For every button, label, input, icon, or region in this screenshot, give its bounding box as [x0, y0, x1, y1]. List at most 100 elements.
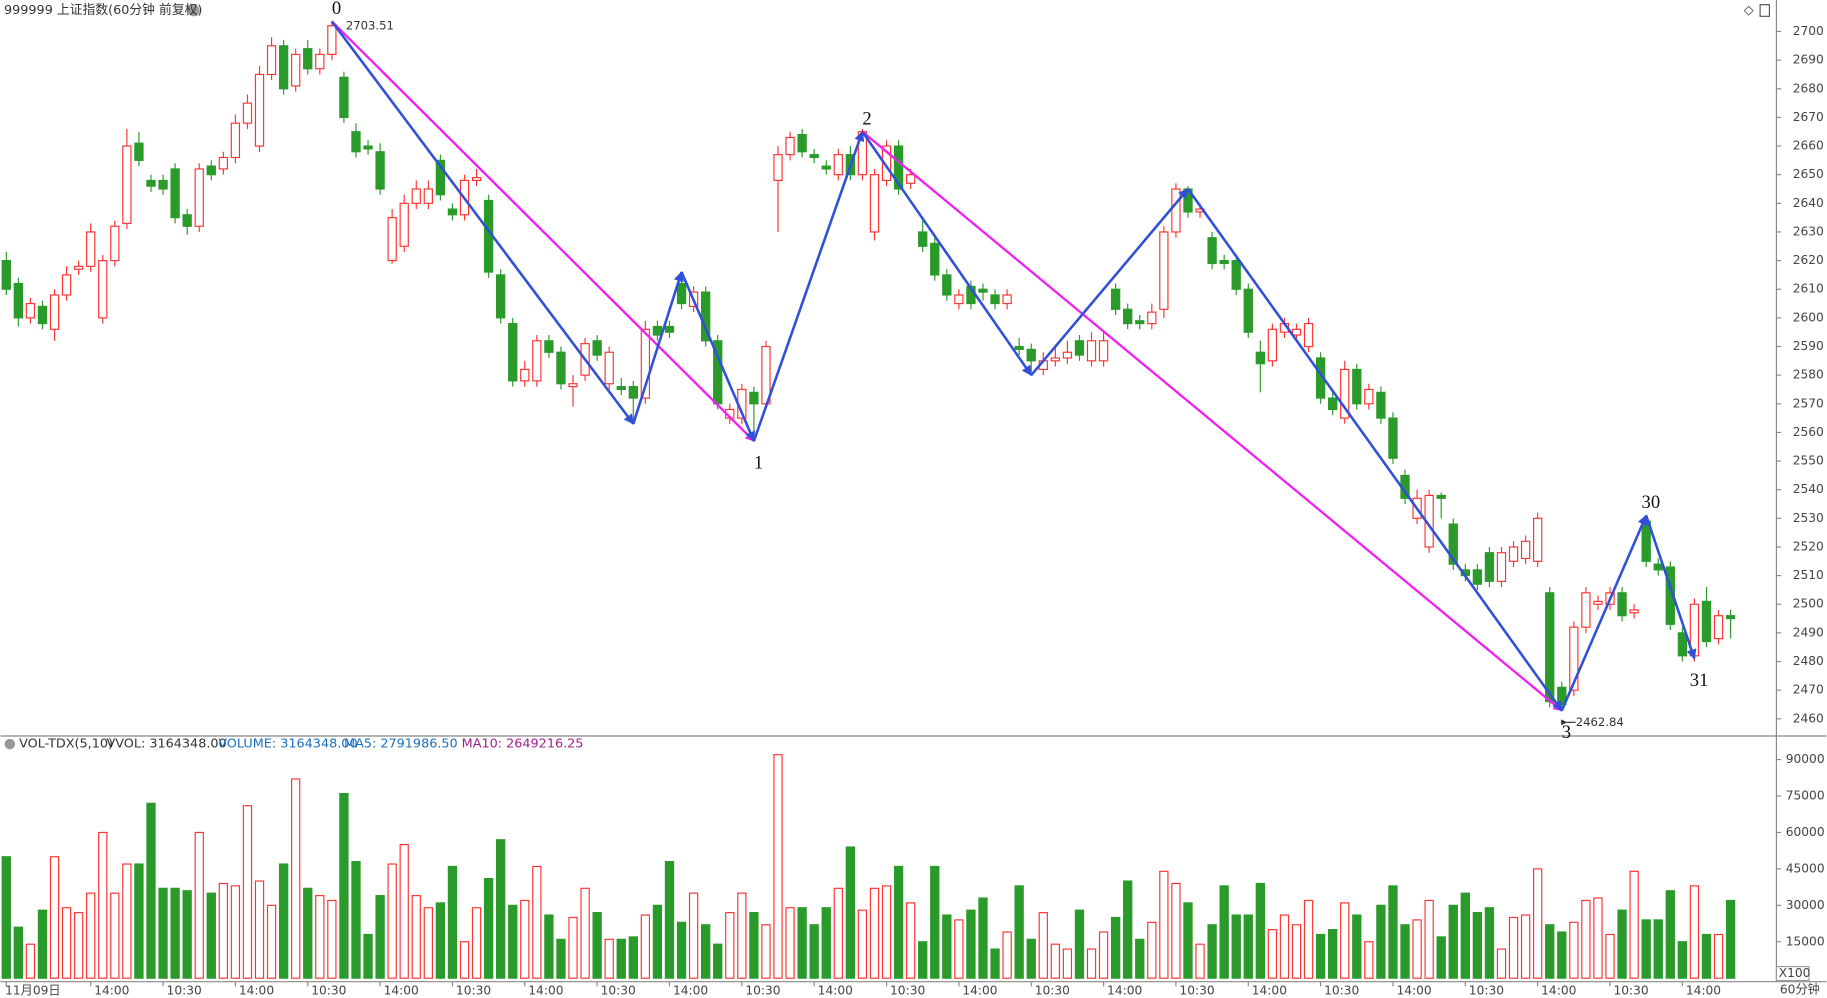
y-tick-label: 2490 — [1793, 625, 1824, 639]
volume-bar — [1508, 916, 1519, 979]
menu-icon[interactable] — [187, 4, 200, 17]
volume-bar — [206, 892, 216, 979]
candle-body — [447, 208, 458, 216]
candle-body — [266, 45, 277, 76]
volume-bar — [303, 887, 313, 979]
volume-bar — [1110, 916, 1121, 979]
candle-body — [86, 231, 96, 267]
indicator-icon[interactable] — [4, 738, 16, 750]
volume-bar — [1159, 870, 1169, 979]
volume-bar — [375, 895, 385, 979]
candle-body — [1123, 308, 1133, 325]
candle-body — [254, 73, 265, 147]
candle-body — [990, 294, 1000, 305]
volume-bar — [98, 831, 108, 979]
icon-box[interactable] — [1759, 4, 1771, 17]
candle-body — [918, 231, 928, 247]
volume-bar — [809, 924, 819, 979]
candle-body — [809, 154, 819, 159]
x-tick-label: 14:00 — [1107, 984, 1142, 998]
volume-bar — [1725, 899, 1736, 979]
candle-body — [544, 340, 554, 353]
volume-bar — [1520, 914, 1531, 979]
candle-body — [652, 325, 663, 336]
y-tick-label: 2560 — [1793, 425, 1824, 439]
candle-body — [122, 145, 132, 224]
period-label[interactable]: 60分钟 — [1780, 981, 1820, 996]
volume-bar — [1629, 870, 1639, 979]
volume-bar — [1243, 914, 1253, 979]
wave-line — [861, 131, 1033, 376]
volume-bar — [13, 926, 24, 979]
icon-diamond[interactable]: ◇ — [1744, 3, 1754, 18]
volume-bar — [1219, 885, 1229, 979]
volume-bar — [86, 892, 96, 979]
y-tick-label: 2510 — [1793, 568, 1824, 582]
y-tick-label: 2460 — [1793, 711, 1824, 725]
volume-bar — [266, 904, 277, 979]
volume-bar — [110, 892, 120, 979]
volume-bar — [508, 904, 518, 979]
candle-body — [1002, 294, 1012, 305]
volume-bar — [1195, 943, 1205, 979]
volume-bar — [1123, 880, 1133, 979]
x-tick-label: 10:30 — [1614, 984, 1649, 998]
volume-bar — [1364, 941, 1374, 979]
volume-bar — [1400, 924, 1410, 979]
x-tick-label: 10:30 — [601, 984, 636, 998]
candle-body — [423, 188, 433, 204]
volume-bar — [423, 907, 433, 979]
wave-label: 3 — [1562, 722, 1571, 743]
indicator-name: VOL-TDX(5,10) — [19, 737, 113, 752]
volume-bar — [496, 839, 506, 979]
candle-body — [1340, 368, 1350, 419]
volume-bar — [544, 914, 554, 979]
volume-bar — [1581, 899, 1591, 979]
volume-bar — [1279, 914, 1290, 979]
candle-body — [315, 53, 325, 70]
candle-body — [628, 386, 638, 399]
volume-bar — [1098, 931, 1109, 979]
volume-bar — [821, 907, 831, 979]
chart-title: 999999 上证指数(60分钟 前复权) — [4, 2, 202, 18]
volume-bar — [1557, 931, 1567, 979]
volume-bar — [1569, 921, 1579, 979]
candle-body — [1388, 417, 1398, 459]
volume-bar — [483, 878, 494, 979]
volume-bar — [616, 938, 626, 979]
volume-bar — [520, 899, 530, 979]
candle-body — [1231, 260, 1241, 290]
x-tick-label: 11月09日 — [5, 984, 61, 998]
candle-body — [387, 217, 397, 262]
wave-line — [680, 271, 756, 442]
candle-body — [1243, 288, 1253, 333]
candle-body — [61, 274, 72, 296]
candle-body — [1328, 397, 1338, 411]
volume-bar — [1267, 929, 1278, 979]
volume-bar — [725, 912, 735, 979]
volume-bar — [122, 863, 132, 979]
volume-bar — [459, 941, 470, 979]
wave-line — [1030, 188, 1189, 376]
volume-bar — [1291, 924, 1302, 979]
y-tick-label: 2520 — [1793, 539, 1824, 553]
candle-body — [206, 165, 216, 176]
candle-body — [291, 53, 301, 87]
wave-label: 1 — [754, 453, 763, 474]
volume-bar — [170, 887, 180, 979]
volume-bar — [905, 902, 916, 979]
candle-body — [435, 159, 446, 196]
candle-body — [773, 154, 783, 181]
candle-body — [363, 145, 373, 150]
volume-bar — [881, 885, 892, 979]
volume-bar — [857, 909, 868, 979]
volume-bar — [194, 831, 204, 979]
candle-body — [1617, 592, 1627, 617]
x-tick-label: 10:30 — [1179, 984, 1214, 998]
volume-bar — [1183, 902, 1193, 979]
volume-bar — [1484, 907, 1495, 979]
candle-body — [194, 168, 204, 227]
candle-body — [98, 260, 108, 319]
candle-body — [640, 328, 651, 399]
candle-body — [1062, 351, 1073, 359]
